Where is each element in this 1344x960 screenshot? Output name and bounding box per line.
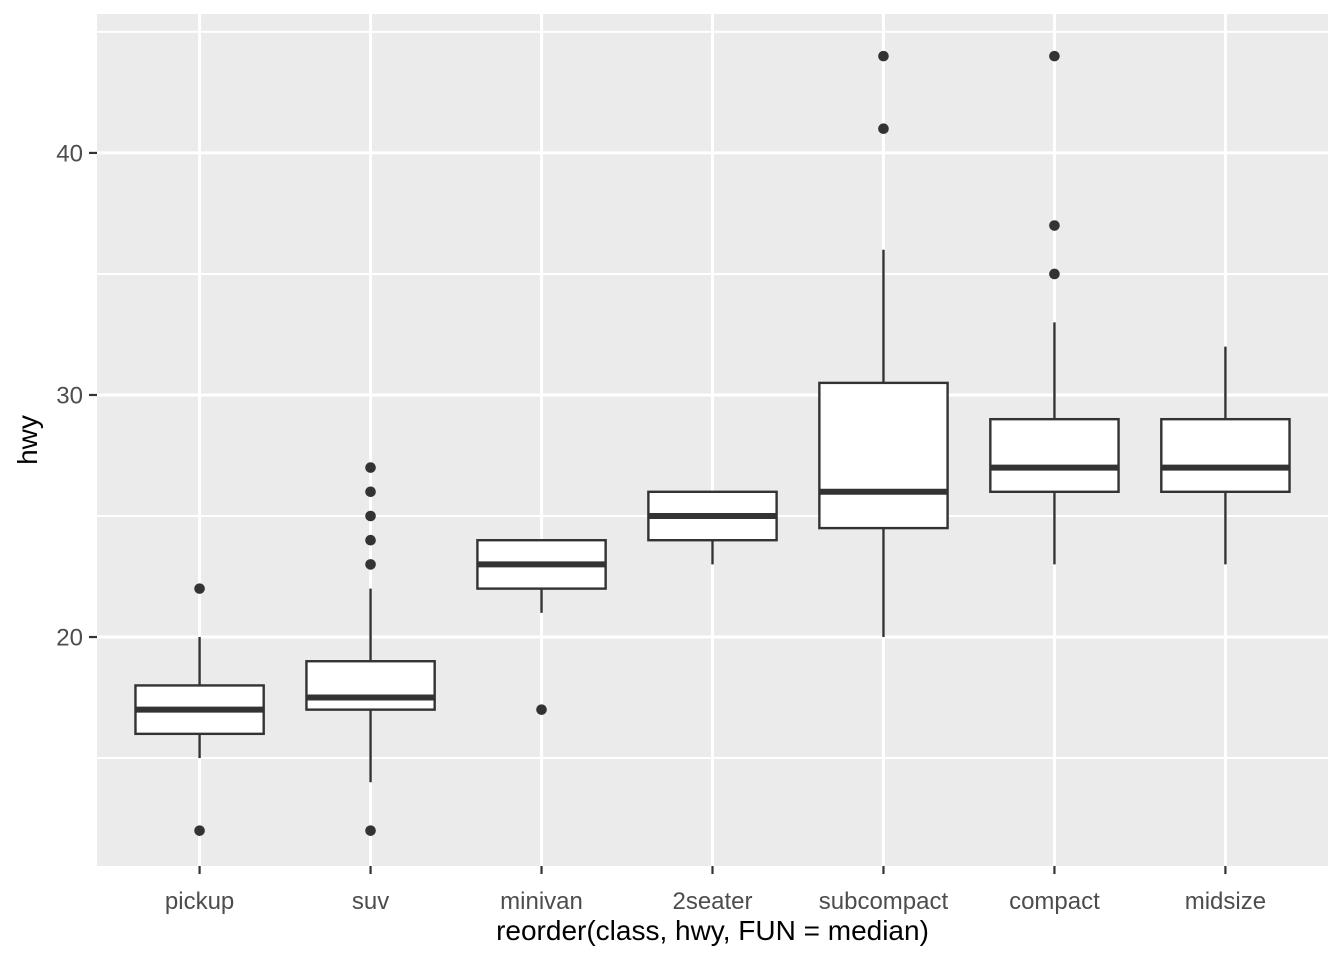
y-axis-title: hwy (12, 415, 43, 465)
outlier-point-suv-25 (365, 510, 376, 522)
outlier-point-suv-27 (365, 462, 376, 473)
outlier-point-compact-44 (1049, 50, 1060, 62)
outlier-point-compact-35 (1049, 268, 1060, 280)
y-tick-label-20: 20 (56, 625, 83, 652)
x-tick-label-compact: compact (1009, 888, 1100, 915)
outlier-point-suv-26 (365, 486, 376, 498)
x-tick-label-suv: suv (352, 888, 389, 915)
iqr-box-midsize (1160, 417, 1291, 493)
outlier-point-pickup-12 (194, 825, 205, 836)
x-axis-title: reorder(class, hwy, FUN = median) (496, 915, 929, 946)
boxplot-compact (989, 50, 1120, 565)
x-tick-label-subcompact: subcompact (819, 888, 949, 915)
x-tick-label-midsize: midsize (1185, 888, 1266, 915)
boxplot-subcompact (818, 50, 949, 638)
y-tick-label-30: 30 (56, 382, 83, 409)
outlier-point-suv-24 (365, 534, 376, 546)
iqr-box-compact (989, 417, 1120, 493)
iqr-box-subcompact (818, 381, 949, 530)
boxplot-suv (305, 462, 436, 836)
outlier-point-suv-12 (365, 825, 376, 836)
x-tick-label-2seater: 2seater (672, 888, 752, 915)
outlier-point-suv-23 (365, 559, 376, 570)
boxplot-minivan (476, 539, 607, 715)
x-tick-label-pickup: pickup (165, 888, 234, 915)
x-tick-label-minivan: minivan (500, 888, 583, 915)
boxplot-2seater (647, 490, 778, 565)
outlier-point-minivan-17 (536, 704, 547, 715)
outlier-point-subcompact-44 (878, 50, 889, 62)
outlier-point-subcompact-41 (878, 123, 889, 135)
outlier-point-pickup-22 (194, 583, 205, 594)
boxplot-pickup (134, 583, 265, 836)
outlier-point-compact-37 (1049, 220, 1060, 231)
y-tick-label-40: 40 (56, 140, 83, 167)
boxplot-midsize (1160, 346, 1291, 565)
iqr-box-suv (305, 660, 436, 711)
